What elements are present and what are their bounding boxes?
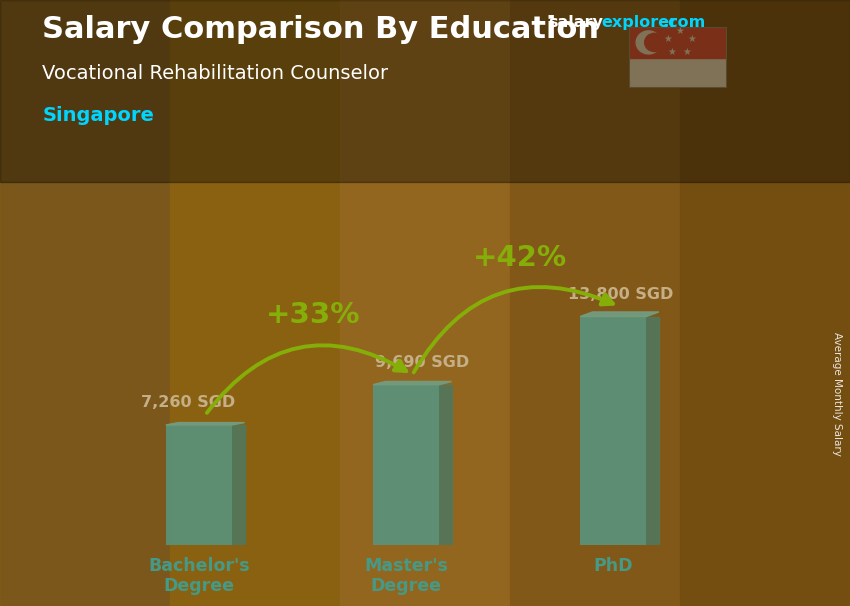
Text: Average Monthly Salary: Average Monthly Salary [832, 332, 842, 456]
Text: ★: ★ [683, 47, 691, 57]
Text: ★: ★ [663, 34, 672, 44]
Bar [629, 27, 727, 58]
Text: ★: ★ [687, 34, 695, 44]
Polygon shape [439, 385, 451, 545]
Bar [166, 425, 232, 545]
Text: 7,260 SGD: 7,260 SGD [141, 395, 235, 410]
Polygon shape [166, 422, 245, 425]
Polygon shape [581, 312, 659, 316]
Polygon shape [647, 316, 659, 545]
Text: Salary Comparison By Education: Salary Comparison By Education [42, 15, 599, 44]
Text: explorer: explorer [601, 15, 677, 30]
Polygon shape [373, 381, 451, 385]
Text: 9,690 SGD: 9,690 SGD [375, 355, 469, 370]
Text: 13,800 SGD: 13,800 SGD [568, 287, 673, 302]
Text: ★: ★ [675, 26, 684, 36]
Bar [581, 316, 647, 545]
Text: salary: salary [548, 15, 604, 30]
Text: Singapore: Singapore [42, 106, 155, 125]
Text: .com: .com [662, 15, 705, 30]
Circle shape [636, 31, 661, 54]
Bar [373, 385, 439, 545]
Text: +42%: +42% [473, 244, 567, 273]
Text: +33%: +33% [266, 301, 360, 329]
Circle shape [644, 33, 664, 52]
Text: ★: ★ [668, 47, 677, 57]
Text: Vocational Rehabilitation Counselor: Vocational Rehabilitation Counselor [42, 64, 388, 82]
Polygon shape [232, 425, 245, 545]
